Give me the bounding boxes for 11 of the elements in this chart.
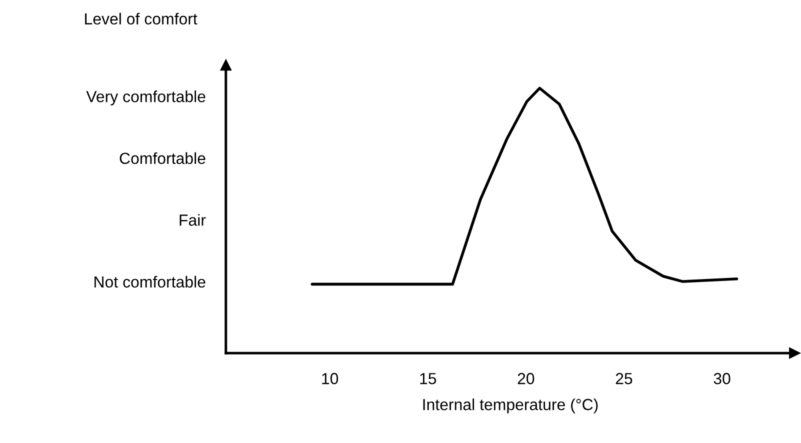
x-tick-label: 30 [714, 372, 730, 384]
text: Comfortable [120, 152, 206, 164]
text: Not comfortable [94, 276, 206, 288]
text: Fair [180, 214, 206, 226]
y-axis-title: Level of comfort [85, 12, 198, 25]
x-axis-title: Internal temperature (°C) [423, 398, 598, 414]
x-tick-label: 20 [518, 372, 534, 384]
x-tick-label: 10 [322, 372, 338, 384]
x-tick-label: 15 [420, 373, 436, 384]
text: Very comfortable [86, 90, 206, 106]
x-tick-label: 25 [616, 372, 632, 384]
